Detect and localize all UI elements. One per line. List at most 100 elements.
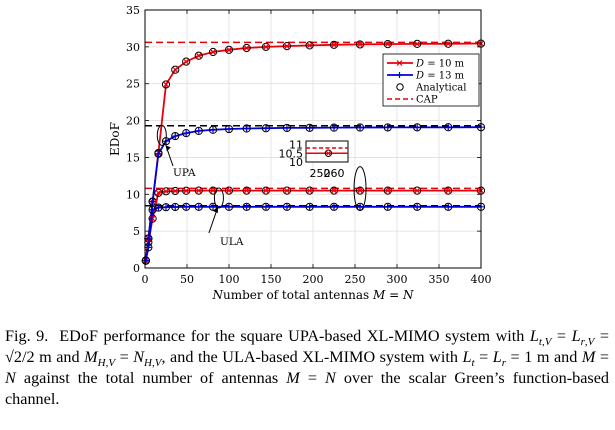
analytical-point	[305, 41, 314, 50]
plus-marker	[226, 203, 232, 210]
analytical-point	[305, 202, 314, 211]
x-marker	[225, 46, 233, 53]
analytical-point	[194, 202, 203, 211]
plus-marker	[357, 203, 364, 210]
x-marker	[172, 187, 179, 194]
plus-marker	[183, 203, 190, 210]
analytical-point	[194, 186, 203, 195]
x-marker	[243, 187, 250, 194]
x-marker	[283, 187, 290, 194]
plus-marker	[149, 206, 156, 213]
analytical-point	[444, 123, 453, 132]
x-marker	[306, 42, 313, 49]
analytical-point	[329, 123, 339, 132]
x-marker	[445, 187, 452, 194]
analytical-point	[208, 186, 218, 195]
x-tick-label: 0	[142, 273, 149, 286]
x-marker	[357, 41, 364, 48]
analytical-point	[383, 186, 392, 195]
y-tick-label: 5	[133, 225, 140, 238]
grid-lines	[144, 9, 482, 269]
analytical-point	[242, 186, 251, 195]
x-tick-label: 300	[387, 273, 408, 286]
analytical-point	[161, 80, 171, 89]
x-tick-label: 250	[345, 273, 366, 286]
plus-marker	[183, 130, 190, 137]
y-tick-label: 30	[126, 41, 140, 54]
analytical-point	[383, 202, 392, 211]
analytical-point	[413, 186, 422, 195]
plus-marker	[210, 203, 217, 210]
upa-zoom-ellipse	[156, 124, 167, 146]
plus-marker	[331, 124, 337, 131]
y-axis-label: EDoF	[108, 122, 122, 156]
plus-marker	[331, 203, 337, 210]
annotations: UPA ULA	[156, 124, 244, 248]
edof-chart: 0 50 100 150 200 250 300 350 400 0 5 10 15 20 25 30 35 U…	[108, 4, 492, 302]
analytical-point	[148, 205, 157, 214]
figure-caption: Fig. 9. EDoF performance for the square …	[5, 326, 609, 410]
inset-x-marker	[325, 150, 332, 157]
analytical-point	[444, 39, 453, 48]
x-axis-label: Number of total antennas M = N	[212, 288, 414, 302]
plus-marker	[357, 124, 364, 131]
analytical-point	[261, 42, 271, 51]
plus-marker	[283, 124, 290, 131]
legend-label: CAP	[416, 95, 438, 106]
analytical-point	[261, 202, 271, 211]
analytical-point	[329, 186, 339, 195]
x-marker	[195, 187, 202, 194]
analytical-point	[194, 126, 203, 135]
analytical-point	[182, 129, 191, 138]
x-marker	[183, 58, 190, 65]
x-marker	[155, 189, 162, 196]
plus-marker	[142, 257, 149, 264]
analytical-point	[224, 124, 234, 134]
y-tick-label: 15	[126, 151, 140, 164]
analytical-point	[305, 123, 314, 132]
plus-marker	[445, 124, 452, 131]
analytical-point	[208, 47, 218, 57]
y-tick-label: 0	[133, 262, 140, 275]
analytical-point	[171, 65, 180, 74]
analytical-point	[154, 188, 163, 197]
analytical-point	[171, 202, 180, 212]
plus-marker	[149, 198, 156, 205]
y-tick-label: 10	[126, 188, 140, 201]
plus-marker	[210, 126, 217, 133]
x-marker	[195, 52, 202, 59]
legend-label: D = 10 m	[415, 59, 465, 70]
legend-marker-circle	[396, 83, 404, 91]
analytical-point	[355, 40, 365, 49]
analytical-point	[242, 202, 251, 211]
plus-marker	[384, 203, 391, 210]
analytical-point	[224, 45, 234, 54]
x-marker	[414, 40, 421, 47]
analytical-point	[182, 202, 191, 211]
analytical-point	[413, 202, 422, 211]
x-marker	[306, 187, 313, 194]
legend-marker-plus	[396, 72, 403, 78]
analytical-point	[224, 186, 234, 195]
plus-marker	[195, 203, 202, 210]
analytical-point	[242, 43, 251, 53]
x-marker	[172, 66, 179, 73]
caption-prefix: Fig. 9.	[5, 327, 49, 345]
analytical-point	[282, 42, 292, 51]
analytical-point	[282, 186, 292, 195]
plus-marker	[262, 203, 269, 210]
ula-label: ULA	[220, 236, 244, 248]
inset-y-tick-label: 11	[289, 139, 303, 152]
analytical-point	[355, 186, 365, 195]
x-marker	[225, 187, 233, 194]
legend-label: D = 13 m	[415, 71, 465, 82]
plus-marker	[306, 124, 313, 131]
analytical-point	[282, 202, 292, 211]
plus-marker	[155, 150, 162, 157]
y-tick-label: 25	[126, 78, 140, 91]
series-line	[144, 126, 482, 261]
x-tick-label: 400	[471, 273, 492, 286]
x-marker	[243, 44, 250, 51]
